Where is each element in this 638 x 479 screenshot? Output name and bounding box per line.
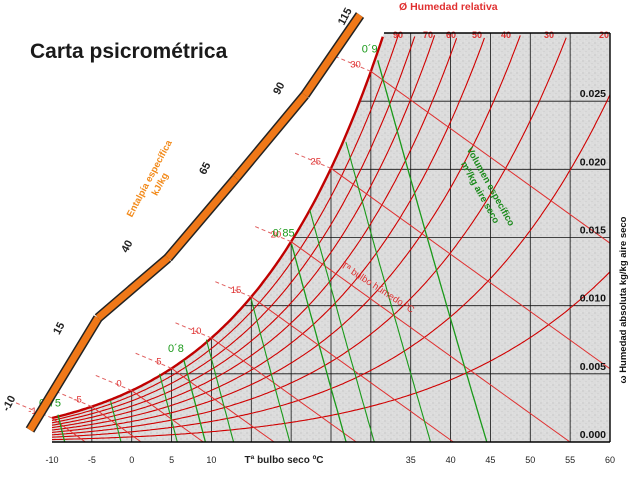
enthalpy-bar bbox=[165, 175, 239, 261]
rh-tick-label: 60 bbox=[446, 30, 456, 40]
x-tick-label: 40 bbox=[446, 455, 456, 465]
y-tick-label: 0.010 bbox=[580, 293, 606, 305]
x-tick-label: -10 bbox=[45, 455, 58, 465]
wet-bulb-line bbox=[290, 241, 571, 443]
rh-tick-label: 20 bbox=[599, 30, 609, 40]
rh-curve-40 bbox=[51, 35, 521, 433]
x-tick-label: 45 bbox=[485, 455, 495, 465]
rh-curve-30 bbox=[51, 37, 567, 436]
wet-bulb-line bbox=[131, 390, 204, 443]
enthalpy-tick-label: 40 bbox=[119, 238, 135, 254]
x-axis-label: Tª bulbo seco ºC bbox=[244, 455, 323, 466]
wet-bulb-tick-label: 30 bbox=[350, 59, 361, 70]
enthalpy-bar bbox=[95, 255, 171, 321]
grid bbox=[91, 33, 610, 442]
volume-minor-line bbox=[309, 210, 375, 443]
volume-line bbox=[377, 60, 488, 443]
plot-frame bbox=[52, 32, 611, 443]
y-axis-label: ω Humedad absoluta kg/kg aire seco bbox=[618, 216, 629, 383]
wet-bulb-tick-label: 25 bbox=[310, 156, 321, 167]
rh-curve-10 bbox=[52, 271, 611, 441]
volume-line bbox=[57, 414, 66, 443]
rh-tick-label: 40 bbox=[501, 30, 511, 40]
wet-bulb-leader bbox=[133, 351, 172, 369]
rh-tick-label: 50 bbox=[472, 30, 482, 40]
volume-minor-line bbox=[110, 400, 122, 443]
wet-bulb-line bbox=[250, 296, 454, 443]
rh-curve-90 bbox=[51, 33, 400, 421]
x-tick-label: 5 bbox=[169, 455, 174, 465]
volume-minor-line bbox=[159, 373, 178, 443]
y-tick-label: 0.025 bbox=[580, 88, 606, 100]
y-tick-label: 0.020 bbox=[580, 156, 606, 168]
rh-tick-label: 70 bbox=[423, 30, 433, 40]
enthalpy-tick-label: 65 bbox=[197, 160, 213, 176]
wet-bulb-line bbox=[211, 337, 357, 443]
x-tick-label: 0 bbox=[129, 455, 134, 465]
enthalpy-bar bbox=[233, 92, 308, 181]
chart-title: Carta psicrométrica bbox=[30, 40, 228, 63]
x-tick-label: 55 bbox=[565, 455, 575, 465]
rh-curve-50 bbox=[51, 37, 485, 431]
volume-line bbox=[183, 360, 207, 443]
x-tick-label: -5 bbox=[88, 455, 96, 465]
enthalpy-bar bbox=[27, 316, 101, 432]
wet-bulb-line bbox=[51, 417, 86, 443]
volume-tick-label: 0´85 bbox=[273, 227, 295, 239]
enthalpy-tick-label: 15 bbox=[51, 320, 67, 336]
x-tick-label: 35 bbox=[406, 455, 416, 465]
y-tick-label: 0.015 bbox=[580, 225, 606, 237]
x-tick-label: 50 bbox=[525, 455, 535, 465]
volume-tick-label: 0´9 bbox=[362, 43, 378, 55]
x-tick-label: 60 bbox=[605, 455, 615, 465]
rh-curve-70 bbox=[51, 35, 436, 426]
rh-tick-label: 30 bbox=[544, 30, 554, 40]
relative-humidity-label: Ø Humedad relativa bbox=[399, 1, 498, 13]
volume-minor-line bbox=[345, 141, 432, 443]
wet-bulb-tick-label: 0 bbox=[116, 379, 121, 390]
enthalpy-tick-label: -10 bbox=[0, 394, 18, 414]
y-tick-label: 0.000 bbox=[580, 429, 606, 441]
wet-bulb-tick-label: 10 bbox=[191, 326, 202, 337]
enthalpy-tick-label: 90 bbox=[271, 80, 287, 96]
x-tick-label: 10 bbox=[206, 455, 216, 465]
wet-bulb-tick-label: 20 bbox=[271, 230, 282, 241]
wet-bulb-tick-label: 15 bbox=[231, 285, 242, 296]
volume-minor-line bbox=[205, 339, 235, 443]
rh-curve-60 bbox=[51, 38, 458, 429]
rh-tick-label: 90 bbox=[393, 30, 403, 40]
volume-tick-label: 0´8 bbox=[168, 343, 184, 355]
wet-bulb-lines: -10 -5 0 5 10 15 20 25 30 bbox=[13, 54, 611, 443]
chart-marks: -10 -5 0 5 10 35 40 45 50 55 600.0000.0050.0100.01… bbox=[45, 88, 615, 465]
volume-minor-line bbox=[250, 298, 291, 443]
wet-bulb-leader bbox=[93, 374, 132, 392]
y-tick-label: 0.005 bbox=[580, 361, 606, 373]
enthalpy-bar bbox=[302, 13, 363, 97]
wet-bulb-tick-label: 5 bbox=[156, 356, 161, 367]
wet-bulb-tick-label: -10 bbox=[28, 406, 42, 417]
volume-line bbox=[290, 244, 347, 443]
wet-bulb-line bbox=[370, 70, 611, 244]
wet-bulb-tick-label: -5 bbox=[73, 395, 81, 406]
rh-curve-100 bbox=[51, 36, 384, 420]
wet-bulb-line bbox=[330, 167, 611, 370]
